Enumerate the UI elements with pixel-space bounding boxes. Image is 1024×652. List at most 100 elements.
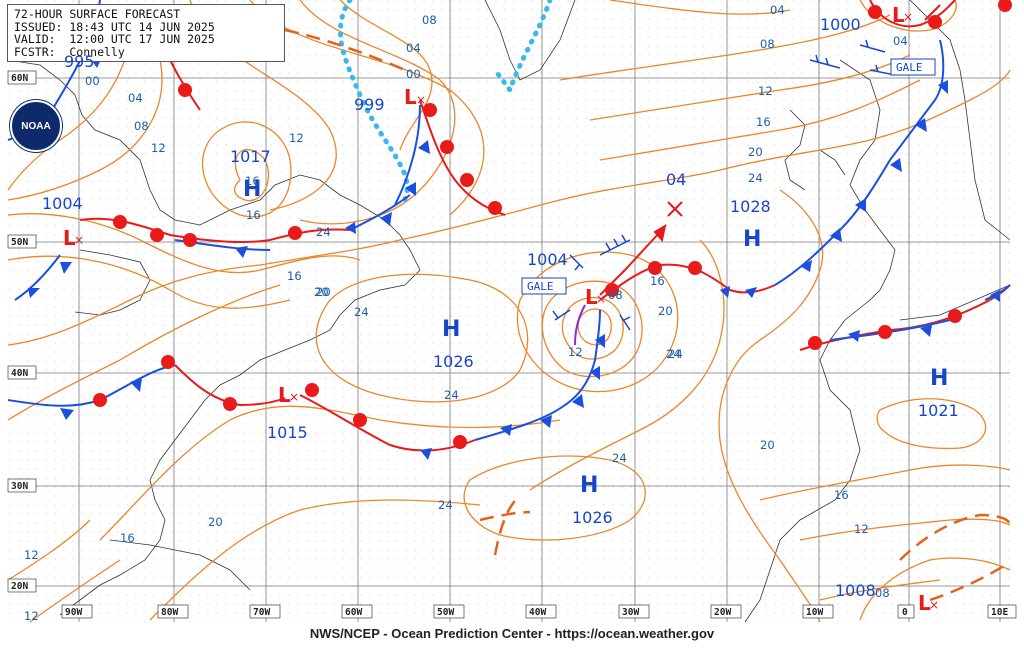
pressure-value: 1026 xyxy=(433,352,474,371)
svg-text:16: 16 xyxy=(120,531,135,545)
svg-text:00: 00 xyxy=(85,74,100,88)
svg-text:24: 24 xyxy=(668,347,683,361)
noaa-logo-text: NOAA xyxy=(21,120,51,132)
graticule xyxy=(8,0,1010,622)
svg-text:08: 08 xyxy=(422,13,437,27)
svg-text:04: 04 xyxy=(770,3,785,17)
forecast-title: 72-HOUR SURFACE FORECAST xyxy=(14,7,181,21)
svg-text:12: 12 xyxy=(758,84,773,98)
svg-text:20W: 20W xyxy=(714,607,731,618)
svg-text:16: 16 xyxy=(246,208,261,222)
svg-text:40N: 40N xyxy=(11,368,28,379)
high-symbol-icon: H xyxy=(243,177,261,202)
pressure-center-1004-west: 1004 L × xyxy=(42,194,84,250)
pressure-value: 1021 xyxy=(918,401,959,420)
svg-text:90W: 90W xyxy=(65,607,82,618)
svg-text:20: 20 xyxy=(748,145,763,159)
svg-text:08: 08 xyxy=(608,288,623,302)
forecaster-name: FCSTR: Connelly xyxy=(14,44,125,59)
svg-text:12: 12 xyxy=(24,548,39,562)
low-center-x-icon: × xyxy=(596,292,606,306)
low-center-x-icon: × xyxy=(416,93,426,107)
front-symbols xyxy=(28,0,1012,460)
svg-text:30N: 30N xyxy=(11,481,28,492)
svg-text:20: 20 xyxy=(658,304,673,318)
pressure-center-1000: 1000 L × xyxy=(820,3,913,34)
pressure-value: 995 xyxy=(64,52,95,71)
svg-text:12: 12 xyxy=(151,141,166,155)
svg-text:24: 24 xyxy=(354,305,369,319)
high-symbol-icon: H xyxy=(743,227,761,252)
pressure-value: 1000 xyxy=(820,15,861,34)
ice-edge-line xyxy=(337,0,553,208)
low-symbol-icon: L xyxy=(278,383,291,407)
svg-text:10E: 10E xyxy=(991,607,1008,618)
svg-text:24: 24 xyxy=(666,347,681,361)
gale-warning: GALE xyxy=(890,58,936,76)
svg-text:24: 24 xyxy=(748,171,763,185)
svg-text:12: 12 xyxy=(289,131,304,145)
pressure-value: 1004 xyxy=(42,194,83,213)
svg-text:20: 20 xyxy=(760,438,775,452)
svg-text:04: 04 xyxy=(406,41,421,55)
low-symbol-icon: L xyxy=(918,591,931,615)
pressure-center-1021: H 1021 xyxy=(918,366,959,420)
troughs xyxy=(284,28,1012,602)
svg-text:10W: 10W xyxy=(806,607,823,618)
issued-time: ISSUED: 18:43 UTC 14 JUN 2025 xyxy=(14,19,215,34)
svg-text:30W: 30W xyxy=(622,607,639,618)
valid-time: VALID: 12:00 UTC 17 JUN 2025 xyxy=(14,32,215,46)
high-symbol-icon: H xyxy=(442,317,460,342)
pressure-value: 1015 xyxy=(267,423,308,442)
svg-text:16: 16 xyxy=(650,274,665,288)
new-low-label: 04 xyxy=(666,170,686,189)
pressure-center-1017: 1017 H xyxy=(230,147,271,202)
gale-warning: GALE xyxy=(521,277,567,295)
svg-text:0: 0 xyxy=(902,607,908,618)
svg-text:08: 08 xyxy=(134,119,149,133)
pressure-value: 1028 xyxy=(730,197,771,216)
isobar-labels: 00 04 08 12 16 20 24 08 04 00 12 16 16 2… xyxy=(24,3,908,623)
svg-text:GALE: GALE xyxy=(527,280,554,293)
svg-text:04: 04 xyxy=(893,34,908,48)
svg-text:GALE: GALE xyxy=(896,61,923,74)
svg-text:60W: 60W xyxy=(345,607,362,618)
svg-text:70W: 70W xyxy=(253,607,270,618)
svg-text:16: 16 xyxy=(756,115,771,129)
low-symbol-icon: L xyxy=(404,85,417,109)
svg-text:24: 24 xyxy=(444,388,459,402)
svg-text:08: 08 xyxy=(875,586,890,600)
svg-text:12: 12 xyxy=(24,609,39,623)
noaa-logo: NOAA xyxy=(10,100,62,152)
longitude-labels: 90W 80W 70W 60W 50W 40W 30W 20W 10W 0 10… xyxy=(61,604,1017,619)
pressure-center-1026-north: H 1026 xyxy=(433,317,474,371)
svg-text:24: 24 xyxy=(612,451,627,465)
svg-text:50N: 50N xyxy=(11,237,28,248)
svg-text:50W: 50W xyxy=(437,607,454,618)
svg-text:40W: 40W xyxy=(529,607,546,618)
svg-text:16: 16 xyxy=(287,269,302,283)
pressure-center-1028: 1028 H xyxy=(730,197,771,252)
forecast-header: 72-HOUR SURFACE FORECAST ISSUED: 18:43 UT… xyxy=(7,4,285,62)
pressure-value: 1004 xyxy=(527,250,568,269)
svg-text:08: 08 xyxy=(760,37,775,51)
low-center-x-icon: × xyxy=(903,10,913,24)
svg-text:12: 12 xyxy=(568,345,583,359)
svg-text:20: 20 xyxy=(208,515,223,529)
pressure-value: 1026 xyxy=(572,508,613,527)
new-low-track xyxy=(599,4,941,296)
svg-text:00: 00 xyxy=(406,67,421,81)
low-symbol-icon: L xyxy=(585,285,598,309)
low-symbol-icon: L xyxy=(63,226,76,250)
low-symbol-icon: L xyxy=(892,3,905,27)
wind-barbs xyxy=(552,39,896,331)
svg-text:24: 24 xyxy=(438,498,453,512)
pressure-center-1004-atlantic: 1004 L × xyxy=(527,250,606,309)
low-center-x-icon: × xyxy=(74,233,84,247)
pressure-center-1008: 1008 L × xyxy=(835,581,939,615)
pressure-center-995: 995 xyxy=(64,52,95,71)
svg-text:16: 16 xyxy=(834,488,849,502)
high-symbol-icon: H xyxy=(930,366,948,391)
dotted-background xyxy=(8,0,1010,622)
